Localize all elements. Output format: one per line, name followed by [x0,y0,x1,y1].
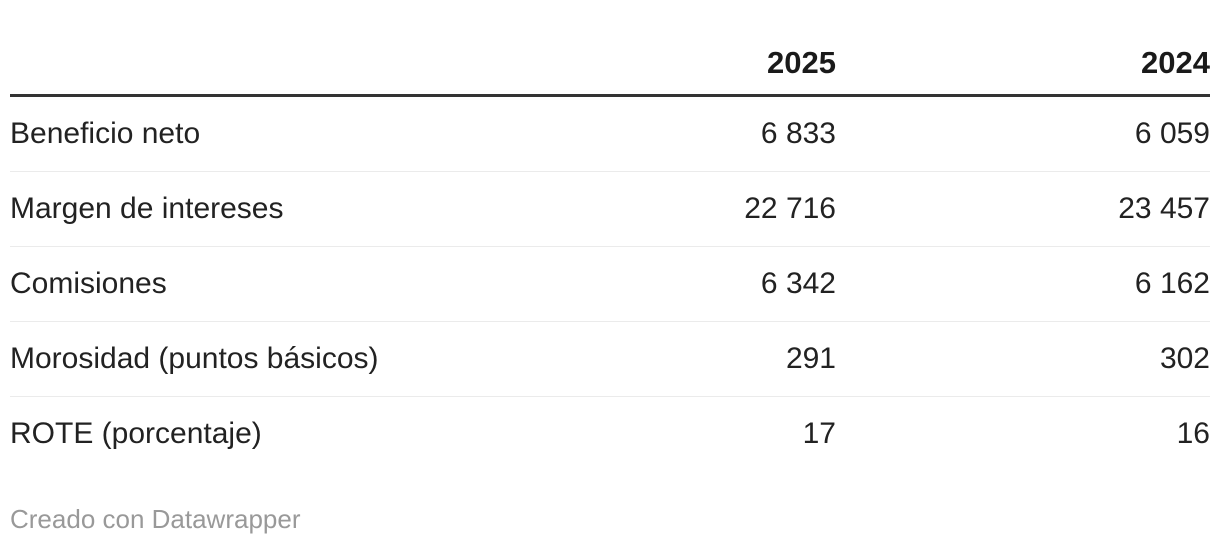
data-table: 2025 2024 Beneficio neto 6 833 6 059 Mar… [10,0,1210,472]
row-label: Morosidad (puntos básicos) [10,341,379,375]
row-label: Margen de intereses [10,191,284,225]
table-row: Margen de intereses 22 716 23 457 [10,172,1210,247]
row-label: Comisiones [10,266,167,300]
cell-2024: 16 [1176,417,1210,451]
table-row: Morosidad (puntos básicos) 291 302 [10,322,1210,397]
datawrapper-credit-link[interactable]: Creado con Datawrapper [10,504,301,534]
cell-2025: 22 716 [744,191,836,225]
cell-2025: 17 [802,417,836,451]
cell-2024: 302 [1159,341,1210,375]
datawrapper-table-page: 2025 2024 Beneficio neto 6 833 6 059 Mar… [10,0,1210,535]
table-row: ROTE (porcentaje) 17 16 [10,397,1210,472]
cell-2025: 291 [785,341,836,375]
cell-2025: 6 342 [760,266,836,300]
header-2024: 2024 [1141,45,1210,81]
footer: Creado con Datawrapper [10,504,1210,535]
table-body: Beneficio neto 6 833 6 059 Margen de int… [10,97,1210,472]
cell-2024: 23 457 [1118,191,1210,225]
table-row: Comisiones 6 342 6 162 [10,247,1210,322]
table-row: Beneficio neto 6 833 6 059 [10,97,1210,172]
cell-2025: 6 833 [760,116,836,150]
header-2025: 2025 [767,45,836,81]
row-label: ROTE (porcentaje) [10,417,262,451]
cell-2024: 6 059 [1134,116,1210,150]
table-header-row: 2025 2024 [10,0,1210,97]
row-label: Beneficio neto [10,116,201,150]
cell-2024: 6 162 [1134,266,1210,300]
